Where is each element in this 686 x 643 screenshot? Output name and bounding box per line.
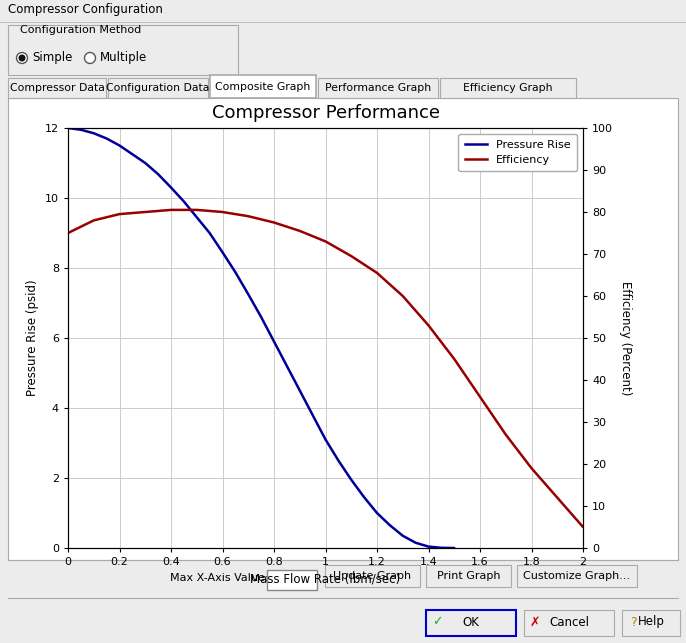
- Text: ✗: ✗: [530, 615, 541, 628]
- Circle shape: [84, 53, 95, 64]
- Circle shape: [16, 53, 27, 64]
- Text: Efficiency Graph: Efficiency Graph: [463, 83, 553, 93]
- Legend: Pressure Rise, Efficiency: Pressure Rise, Efficiency: [458, 134, 578, 171]
- Bar: [210, 75, 316, 98]
- Bar: [318, 78, 438, 98]
- Text: Customize Graph...: Customize Graph...: [523, 571, 630, 581]
- Text: Max X-Axis Value:: Max X-Axis Value:: [170, 573, 268, 583]
- Bar: [622, 610, 680, 636]
- Text: Update Graph: Update Graph: [333, 571, 412, 581]
- Bar: [8, 25, 238, 75]
- Text: Configuration Method: Configuration Method: [20, 25, 141, 35]
- Circle shape: [19, 55, 25, 61]
- Y-axis label: Pressure Rise (psid): Pressure Rise (psid): [26, 280, 39, 396]
- Text: Compressor Configuration: Compressor Configuration: [8, 3, 163, 17]
- Text: Simple: Simple: [32, 51, 73, 64]
- Bar: [440, 78, 576, 98]
- Y-axis label: Efficiency (Percent): Efficiency (Percent): [619, 281, 632, 395]
- Bar: [8, 98, 678, 560]
- Text: OK: OK: [462, 615, 480, 628]
- Bar: [524, 610, 614, 636]
- Title: Compressor Performance: Compressor Performance: [211, 104, 440, 122]
- Bar: [426, 565, 511, 587]
- Text: ?: ?: [630, 615, 637, 628]
- Text: Help: Help: [637, 615, 665, 628]
- Text: ✓: ✓: [431, 615, 442, 628]
- Bar: [267, 570, 317, 590]
- Text: Compressor Data: Compressor Data: [10, 83, 104, 93]
- Text: Print Graph: Print Graph: [437, 571, 500, 581]
- Text: Performance Graph: Performance Graph: [325, 83, 431, 93]
- Text: Cancel: Cancel: [549, 615, 589, 628]
- Text: Multiple: Multiple: [100, 51, 147, 64]
- Text: Composite Graph: Composite Graph: [215, 82, 311, 91]
- Bar: [8, 78, 106, 98]
- Text: Configuration Data: Configuration Data: [106, 83, 210, 93]
- Bar: [517, 565, 637, 587]
- X-axis label: Mass Flow Rate (lbm/sec): Mass Flow Rate (lbm/sec): [250, 572, 401, 586]
- Bar: [325, 565, 420, 587]
- Text: 2: 2: [272, 572, 279, 584]
- Bar: [108, 78, 208, 98]
- Bar: [426, 610, 516, 636]
